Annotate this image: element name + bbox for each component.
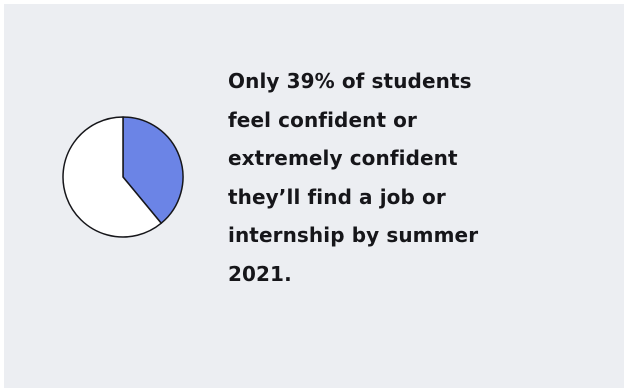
pie-chart <box>56 110 190 244</box>
headline-line-2: feel confident or <box>228 107 417 132</box>
headline-line-1: Only 39% of students <box>228 69 472 93</box>
pie-chart-svg <box>62 116 184 238</box>
headline-line-5: internship by summer <box>228 223 479 247</box>
headline-text: Only 39% of students feel confident or e… <box>228 62 598 293</box>
headline-line-6: 2021. <box>228 261 292 286</box>
pie-slice-1 <box>122 116 184 224</box>
infographic-card: Only 39% of students feel confident or e… <box>4 4 624 388</box>
headline-line-4: they’ll find a job or <box>228 184 446 209</box>
headline-line-3: extremely confident <box>228 146 458 170</box>
pie-slice-2 <box>62 116 162 238</box>
